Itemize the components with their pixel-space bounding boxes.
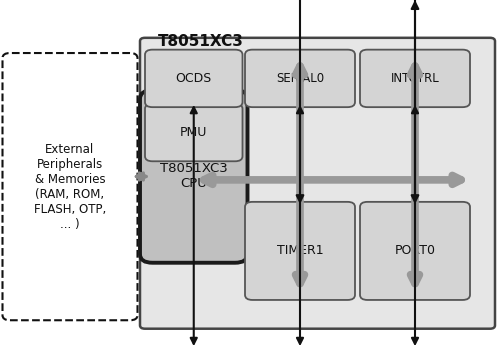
Text: PORT0: PORT0: [394, 244, 436, 258]
FancyBboxPatch shape: [245, 50, 355, 107]
Text: SERIAL0: SERIAL0: [276, 72, 324, 85]
FancyBboxPatch shape: [140, 90, 248, 263]
FancyBboxPatch shape: [145, 104, 242, 161]
FancyBboxPatch shape: [360, 50, 470, 107]
Text: T8051XC3
CPU: T8051XC3 CPU: [160, 163, 228, 191]
Text: TIMER1: TIMER1: [276, 244, 324, 258]
FancyBboxPatch shape: [360, 202, 470, 300]
Text: OCDS: OCDS: [176, 72, 212, 85]
FancyBboxPatch shape: [140, 38, 495, 329]
Text: T8051XC3: T8051XC3: [158, 34, 244, 49]
Text: External
Peripherals
& Memories
(RAM, ROM,
FLASH, OTP,
... ): External Peripherals & Memories (RAM, RO…: [34, 143, 106, 231]
FancyBboxPatch shape: [145, 50, 242, 107]
Text: INTCTRL: INTCTRL: [390, 72, 440, 85]
FancyBboxPatch shape: [245, 202, 355, 300]
Text: PMU: PMU: [180, 126, 208, 139]
FancyBboxPatch shape: [2, 53, 138, 320]
